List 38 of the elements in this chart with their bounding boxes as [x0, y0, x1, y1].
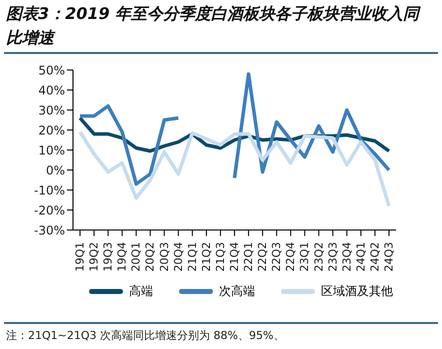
legend-label: 区域酒及其他	[321, 283, 393, 300]
y-tick-label: 20%	[38, 123, 65, 138]
y-tick-label: -30%	[34, 223, 65, 238]
y-tick-label: -10%	[34, 183, 65, 198]
x-tick-label: 19Q4	[116, 242, 129, 272]
x-tick-label: 21Q1	[186, 242, 199, 272]
x-tick-label: 24Q1	[354, 242, 368, 272]
x-tick-label: 20Q3	[158, 242, 171, 272]
y-tick-label: 40%	[38, 83, 65, 98]
x-tick-label: 21Q2	[200, 242, 213, 272]
text: 注：21Q1~21Q3 次高端同比增速分别为 88%、95%、	[6, 329, 284, 342]
legend-label: 次高端	[219, 283, 255, 300]
x-tick-label: 23Q1	[298, 242, 312, 272]
legend-label: 高端	[129, 283, 153, 300]
y-tick-label: 30%	[38, 103, 65, 118]
x-tick-label: 19Q1	[74, 242, 87, 272]
line-series	[78, 130, 391, 208]
x-tick-label: 22Q3	[270, 242, 284, 272]
x-tick-label: 19Q2	[88, 242, 101, 272]
x-tick-label: 24Q2	[368, 242, 382, 272]
chart-title: 图表3：2019 年至今分季度白酒板块各子板块营业收入同比增速	[6, 3, 422, 49]
x-tick-label: 24Q3	[382, 242, 396, 272]
x-tick-label: 20Q2	[144, 242, 157, 272]
x-tick-label: 22Q4	[284, 242, 298, 272]
x-tick-label: 23Q2	[312, 242, 326, 272]
y-tick-label: 10%	[38, 143, 65, 158]
x-tick-label: 21Q3	[214, 242, 227, 272]
y-tick-label: -20%	[34, 203, 65, 218]
x-tick-label: 19Q3	[102, 242, 115, 272]
x-tick-label: 20Q1	[130, 242, 143, 272]
x-tick-label: 22Q2	[256, 242, 270, 272]
y-tick-label: 50%	[38, 63, 65, 78]
x-tick-label: 22Q1	[242, 242, 256, 272]
x-tick-label: 23Q3	[326, 242, 340, 272]
x-tick-label: 23Q4	[340, 242, 354, 272]
y-tick-label: 0%	[46, 163, 65, 178]
x-tick-label: 20Q4	[172, 242, 185, 272]
x-tick-label: 21Q4	[228, 242, 241, 272]
